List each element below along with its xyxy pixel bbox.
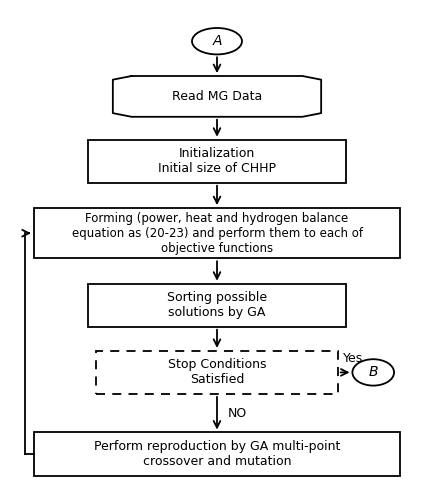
Text: B: B [368, 366, 378, 380]
FancyBboxPatch shape [88, 140, 346, 183]
FancyBboxPatch shape [96, 351, 338, 394]
Text: Initialization
Initial size of CHHP: Initialization Initial size of CHHP [158, 147, 276, 175]
Text: Yes: Yes [343, 352, 363, 364]
Text: Read MG Data: Read MG Data [172, 90, 262, 103]
Text: A: A [212, 34, 222, 48]
Text: Perform reproduction by GA multi-point
crossover and mutation: Perform reproduction by GA multi-point c… [94, 440, 340, 468]
Text: Sorting possible
solutions by GA: Sorting possible solutions by GA [167, 291, 267, 319]
Text: Stop Conditions
Satisfied: Stop Conditions Satisfied [168, 358, 266, 386]
Polygon shape [113, 76, 321, 117]
FancyBboxPatch shape [34, 432, 400, 476]
FancyBboxPatch shape [88, 284, 346, 327]
Text: Forming (power, heat and hydrogen balance
equation as (20-23) and perform them t: Forming (power, heat and hydrogen balanc… [72, 212, 362, 254]
Text: NO: NO [227, 406, 247, 420]
FancyBboxPatch shape [34, 208, 400, 258]
